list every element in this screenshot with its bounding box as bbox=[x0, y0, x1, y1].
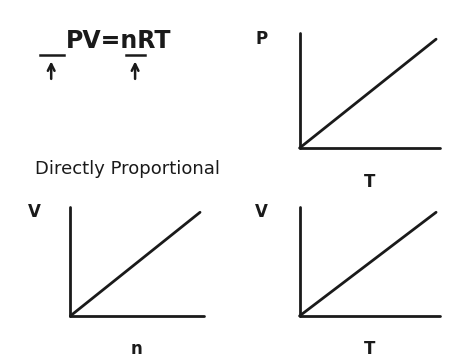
Text: V: V bbox=[28, 203, 41, 221]
Text: n: n bbox=[131, 340, 143, 355]
Text: Directly Proportional: Directly Proportional bbox=[36, 160, 220, 178]
Text: T: T bbox=[364, 173, 375, 191]
Text: PV=nRT: PV=nRT bbox=[66, 29, 171, 53]
Text: P: P bbox=[255, 30, 268, 48]
Text: V: V bbox=[255, 203, 268, 221]
Text: T: T bbox=[364, 340, 375, 355]
